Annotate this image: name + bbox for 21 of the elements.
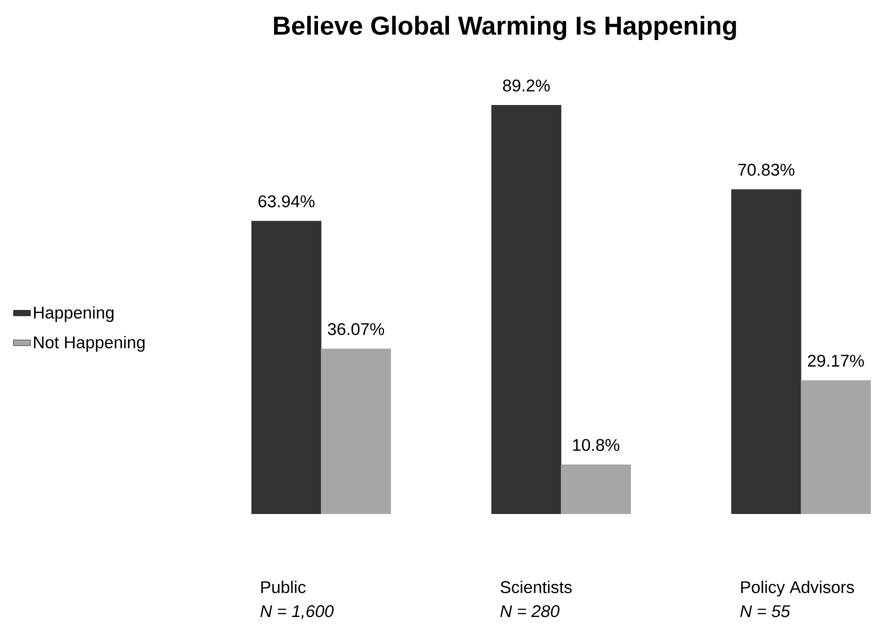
bar xyxy=(320,348,391,514)
text: N = 280 xyxy=(500,605,560,618)
text: N = 55 xyxy=(740,605,790,618)
legend-label: Happening xyxy=(34,306,114,322)
text: N = 1,600 xyxy=(260,605,334,620)
bar xyxy=(560,464,631,514)
legend-label: Not Happening xyxy=(34,336,145,352)
data-label: 36.07% xyxy=(328,323,384,336)
data-label: 29.17% xyxy=(808,354,864,367)
bar xyxy=(251,220,322,514)
data-label: 89.2% xyxy=(503,80,550,92)
bar xyxy=(491,105,562,514)
data-label: 10.8% xyxy=(573,438,620,451)
chart-title: Believe Global Warming Is Happening xyxy=(274,16,736,40)
data-label: 63.94% xyxy=(258,195,314,208)
bar xyxy=(731,189,802,514)
bar xyxy=(800,380,871,514)
x-tick-label: Policy Advisors xyxy=(741,580,854,597)
data-label: 70.83% xyxy=(738,164,794,176)
x-tick-label: Scientists xyxy=(500,580,572,594)
x-tick-label: Public xyxy=(261,580,306,594)
